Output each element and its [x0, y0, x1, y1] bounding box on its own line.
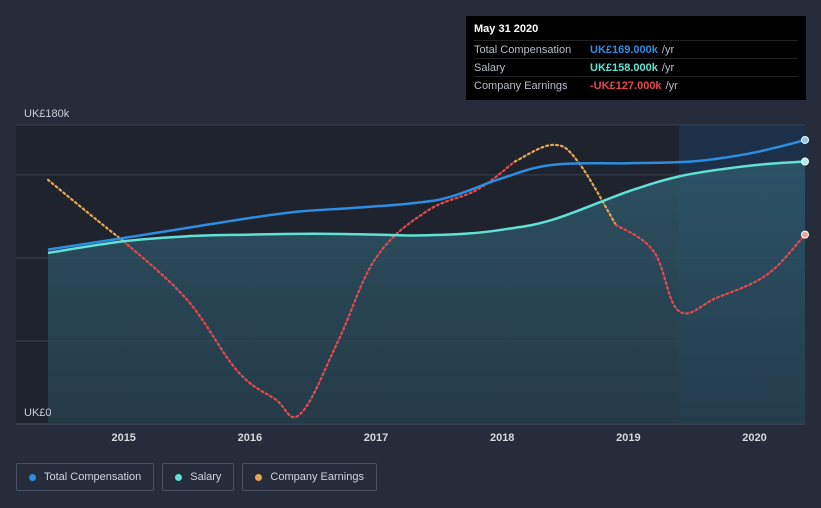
legend-total-compensation[interactable]: Total Compensation: [16, 463, 155, 491]
x-tick-label: 2020: [742, 432, 766, 444]
tooltip-unit: /yr: [661, 43, 675, 56]
salary-line: [47, 160, 806, 255]
legend-dot-icon: [175, 473, 183, 481]
tooltip-label: Salary: [474, 61, 506, 74]
x-tick-label: 2018: [490, 432, 514, 444]
legend-dot-icon: [255, 473, 263, 481]
tooltip: May 31 2020 Total Compensation UK£169.00…: [466, 16, 806, 100]
tooltip-label: Company Earnings: [474, 79, 568, 92]
x-tick-label: 2019: [616, 432, 640, 444]
company-earnings-line: [46, 178, 125, 243]
tooltip-value: -UK£127.000k: [590, 79, 662, 92]
tooltip-unit: /yr: [661, 61, 675, 74]
total-compensation-line: [47, 138, 806, 251]
salary-end-marker: [801, 157, 809, 166]
company-earnings-line: [614, 223, 807, 315]
series-layer: [46, 135, 809, 424]
tooltip-date: May 31 2020: [474, 23, 539, 35]
tooltip-label: Total Compensation: [474, 43, 572, 56]
tooltip-row-total: Total Compensation UK£169.000k /yr: [474, 40, 798, 58]
company-earnings-line: [513, 143, 617, 226]
y-axis-max-label: UK£180k: [24, 108, 70, 120]
legend-label: Salary: [190, 471, 222, 483]
tooltip-row-salary: Salary UK£158.000k /yr: [474, 58, 798, 76]
tooltip-value: UK£158.000k: [590, 61, 658, 74]
legend: Total Compensation Salary Company Earnin…: [16, 463, 377, 491]
y-axis-min-label: UK£0: [24, 407, 52, 419]
legend-company-earnings[interactable]: Company Earnings: [242, 463, 377, 491]
legend-dot-icon: [29, 473, 36, 481]
tooltip-row-earnings: Company Earnings -UK£127.000k /yr: [474, 76, 798, 94]
tooltip-unit: /yr: [665, 79, 678, 92]
total-compensation-end-marker: [801, 135, 809, 144]
tooltip-value: UK£169.000k: [590, 43, 658, 56]
legend-label: Company Earnings: [270, 471, 364, 483]
legend-salary[interactable]: Salary: [162, 463, 235, 491]
company-earnings-line: [122, 160, 516, 419]
x-axis: 2015 2016 2017 2018 2019 2020: [111, 432, 766, 444]
x-tick-label: 2015: [111, 432, 135, 444]
company-earnings-end-marker: [801, 230, 809, 239]
legend-label: Total Compensation: [44, 471, 142, 483]
x-tick-label: 2016: [238, 432, 262, 444]
salary-area: [48, 161, 805, 424]
x-tick-label: 2017: [364, 432, 388, 444]
